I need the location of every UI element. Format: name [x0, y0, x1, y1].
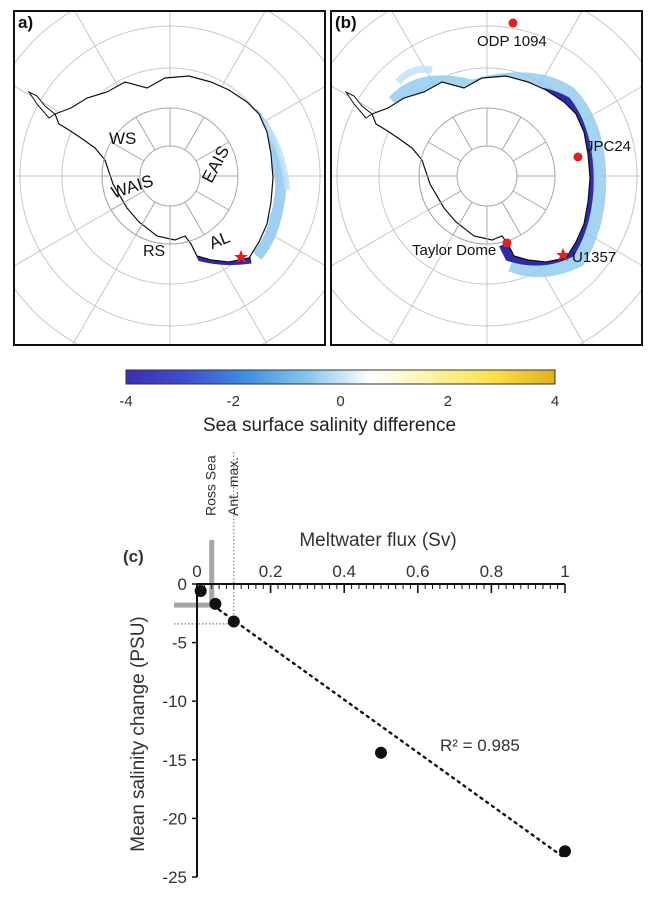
y-tick-label: 0: [178, 575, 187, 594]
map-a-svg: WS WAIS EAIS RS AL: [15, 12, 324, 344]
taylor-dome-site-dot: [502, 238, 512, 248]
colorbar-svg: -4 -2 0 2 4: [119, 369, 559, 410]
data-point: [227, 615, 240, 628]
data-point: [375, 746, 387, 759]
x-tick-label: 1: [560, 562, 569, 581]
x-axis-label: Meltwater flux (Sv): [299, 530, 456, 551]
x-tick-label: 0: [192, 562, 201, 581]
y-tick-label: -25: [162, 868, 187, 887]
chart-axes: 0 0.2 0.4 0.6 0.8 1 0 -5 -10 -15 -20 -25: [162, 562, 569, 887]
region-label-rs: RS: [143, 243, 165, 260]
y-axis-label: Mean salinity change (PSU): [128, 616, 149, 852]
site-label-u1357: U1357: [572, 249, 616, 266]
colorbar-gradient: [125, 369, 556, 385]
guide-lines: [174, 452, 235, 625]
u1357-site-star-b: [556, 248, 570, 261]
colorbar-tick-label: 4: [551, 393, 559, 410]
antarctica-outline: [27, 75, 274, 263]
region-label-ws: WS: [109, 129, 136, 148]
antarctica-outline: [344, 75, 591, 263]
site-label-jpc24: JPC24: [586, 138, 631, 155]
x-tick-label: 0.6: [406, 562, 430, 581]
ross-sea-label: Ross Sea: [203, 455, 219, 516]
y-tick-label: -15: [162, 751, 187, 770]
panel-letter-c: (c): [123, 547, 144, 566]
data-point: [559, 845, 571, 858]
colorbar-tick-label: 2: [444, 393, 452, 410]
map-grid-inner: [101, 107, 239, 245]
data-points: [194, 585, 571, 858]
reference-labels: Ross Sea Ant. max.: [203, 455, 241, 516]
colorbar-tick-label: -2: [227, 393, 240, 410]
map-panel-b: ODP 1094 JPC24 Taylor Dome U1357 (b): [330, 10, 643, 346]
colorbar-tick-label: -4: [119, 393, 132, 410]
x-tick-label: 0.2: [259, 562, 283, 581]
y-tick-label: -5: [172, 634, 187, 653]
x-tick-label: 0.4: [332, 562, 356, 581]
ant-max-label: Ant. max.: [225, 457, 241, 516]
colorbar-label: Sea surface salinity difference: [202, 415, 457, 436]
site-label-odp-1094: ODP 1094: [477, 33, 547, 50]
y-tick-label: -10: [162, 692, 187, 711]
map-grid-inner: [418, 107, 556, 245]
odp-1094-site-dot: [508, 18, 518, 28]
data-point: [209, 597, 222, 610]
trend-line-group: [217, 608, 567, 860]
r-squared-annotation: R² = 0.985: [440, 736, 520, 755]
data-point: [194, 585, 207, 598]
site-label-taylor-dome: Taylor Dome: [412, 242, 496, 259]
colorbar-tick-label: 0: [336, 393, 344, 410]
panel-letter-a: a): [18, 13, 34, 32]
map-b-svg: ODP 1094 JPC24 Taylor Dome U1357: [332, 12, 641, 344]
panel-letter-b: (b): [335, 13, 357, 32]
jpc24-site-dot: [573, 152, 583, 162]
salinity-scatter-chart: (c) Meltwater flux (Sv) Mean salinity ch…: [123, 452, 571, 887]
x-tick-label: 0.8: [480, 562, 504, 581]
map-panel-a: WS WAIS EAIS RS AL a): [13, 10, 326, 346]
y-tick-label: -20: [162, 809, 187, 828]
trend-line: [217, 608, 567, 860]
colorbar: -4 -2 0 2 4 Sea surface salinity difference: [0, 368, 659, 444]
u1357-site-star-a: [234, 250, 248, 263]
